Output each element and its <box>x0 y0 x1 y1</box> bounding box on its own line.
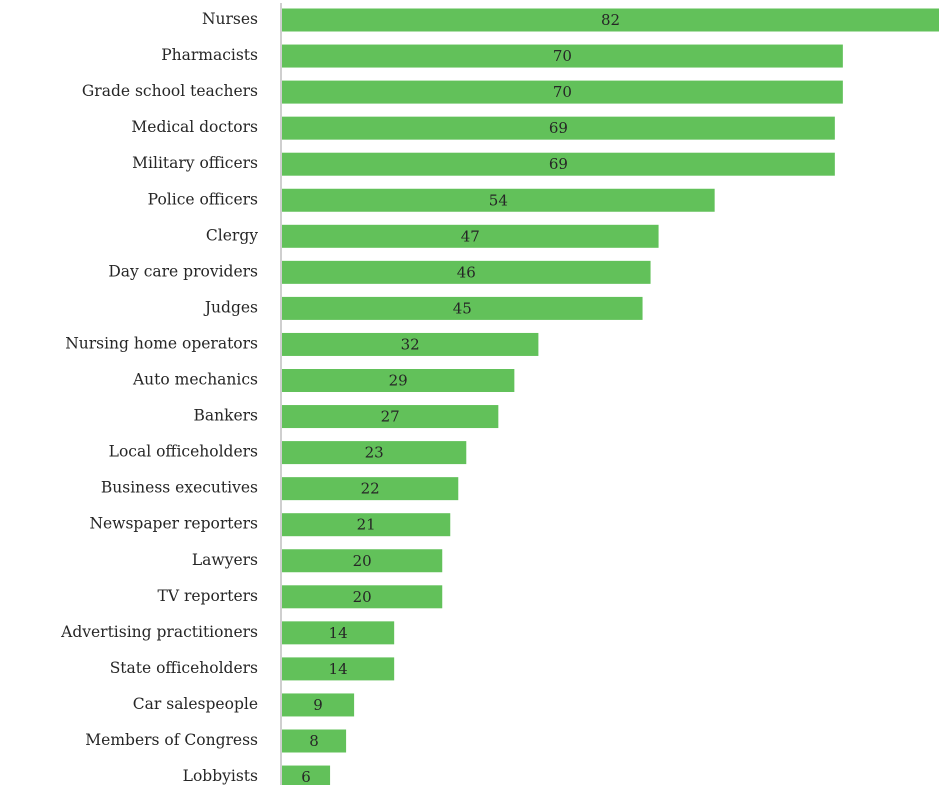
value-label: 47 <box>461 227 480 245</box>
bar <box>282 657 395 681</box>
bar <box>282 441 467 465</box>
category-label: State officeholders <box>110 659 258 677</box>
bars-group <box>282 8 939 789</box>
bar <box>282 405 499 429</box>
value-label: 21 <box>357 516 376 534</box>
value-label: 8 <box>309 732 319 750</box>
value-label: 69 <box>549 155 568 173</box>
value-label: 32 <box>401 335 420 353</box>
value-label: 14 <box>329 660 348 678</box>
category-label: Military officers <box>132 154 258 172</box>
category-label: Auto mechanics <box>132 371 258 389</box>
bar <box>282 621 395 645</box>
category-label: Local officeholders <box>109 443 258 461</box>
bar <box>282 80 843 104</box>
bar <box>282 549 443 573</box>
bar <box>282 729 347 753</box>
category-label: Car salespeople <box>133 695 258 713</box>
category-label: Nurses <box>202 10 258 28</box>
bar <box>282 765 331 789</box>
category-label: Police officers <box>148 190 258 208</box>
value-label: 45 <box>453 299 472 317</box>
category-label: TV reporters <box>158 587 259 605</box>
value-label: 20 <box>353 588 372 606</box>
category-label: Medical doctors <box>131 118 258 136</box>
value-label: 22 <box>361 480 380 498</box>
value-label: 82 <box>601 11 620 29</box>
value-label: 20 <box>353 552 372 570</box>
bar <box>282 585 443 609</box>
category-label: Day care providers <box>108 262 258 280</box>
bar <box>282 116 835 140</box>
category-labels: Nurses Pharmacists Grade school teachers Me… <box>60 10 258 785</box>
value-label: 46 <box>457 263 476 281</box>
category-label: Lawyers <box>192 551 258 569</box>
category-label: Grade school teachers <box>82 82 258 100</box>
bar <box>282 332 539 356</box>
bar <box>282 152 835 176</box>
category-label: Newspaper reporters <box>89 515 258 533</box>
value-label: 29 <box>389 372 408 390</box>
category-label: Business executives <box>101 479 258 497</box>
bar <box>282 260 651 284</box>
value-label: 54 <box>489 191 508 209</box>
category-label: Clergy <box>206 226 258 244</box>
bar <box>282 224 659 248</box>
category-label: Judges <box>203 298 258 316</box>
value-label: 6 <box>301 768 311 785</box>
category-label: Pharmacists <box>161 46 258 64</box>
value-label: 23 <box>365 444 384 462</box>
bar <box>282 296 643 320</box>
value-label: 27 <box>381 408 400 426</box>
bar <box>282 513 451 537</box>
value-label: 14 <box>329 624 348 642</box>
value-labels: 82 70 70 69 69 54 47 46 45 32 29 27 23 22 21 20 20 14 14 9 8… <box>301 11 620 786</box>
bar <box>282 693 355 717</box>
bar <box>282 44 843 68</box>
value-label: 70 <box>553 47 572 65</box>
value-label: 70 <box>553 83 572 101</box>
bar <box>282 369 515 392</box>
bar <box>282 8 939 32</box>
category-label: Bankers <box>193 407 258 425</box>
category-label: Lobbyists <box>183 767 258 785</box>
category-label: Members of Congress <box>85 731 258 749</box>
value-label: 69 <box>549 119 568 137</box>
bar <box>282 188 715 212</box>
bar <box>282 477 459 501</box>
category-label: Advertising practitioners <box>60 623 258 641</box>
value-label: 9 <box>313 696 323 714</box>
category-label: Nursing home operators <box>65 334 258 352</box>
